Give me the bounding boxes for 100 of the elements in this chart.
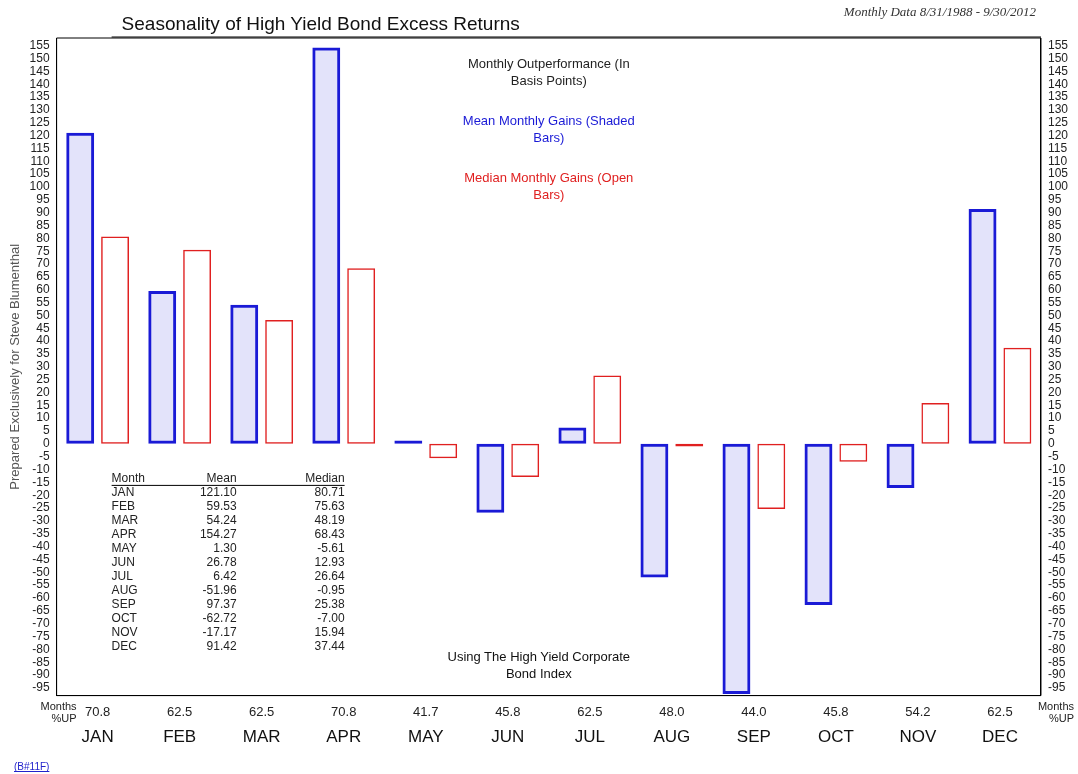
text: (B#11F) bbox=[14, 761, 50, 772]
category-label: SEP bbox=[111, 597, 136, 612]
y2-tick-label: 120 bbox=[1047, 127, 1069, 142]
x-tick-label: OCT bbox=[817, 727, 854, 747]
y2-tick-label: 105 bbox=[1047, 166, 1069, 181]
y2-tick-label: 110 bbox=[1047, 153, 1068, 168]
y2-tick-label: 135 bbox=[1047, 89, 1069, 104]
y2-tick-label: 85 bbox=[1047, 217, 1062, 232]
y-tick-label: 85 bbox=[36, 217, 50, 232]
y-tick-label: 105 bbox=[29, 166, 50, 181]
y2-tick-label: -40 bbox=[1047, 538, 1066, 553]
y2-tick-label: 45 bbox=[1047, 320, 1062, 335]
y2-tick-label: -5 bbox=[1047, 449, 1059, 464]
annotation: 37.44 bbox=[314, 639, 345, 654]
x-tick-label: DEC bbox=[982, 727, 1018, 747]
text: Months %UP bbox=[40, 699, 78, 724]
category-label: APR bbox=[111, 527, 137, 542]
y-tick-label: -65 bbox=[32, 603, 50, 618]
y-tick-label: 155 bbox=[29, 38, 50, 53]
y2-tick-label: -75 bbox=[1047, 628, 1066, 643]
y2-tick-label: 55 bbox=[1047, 294, 1062, 309]
annotation: 26.64 bbox=[314, 569, 345, 584]
annotation: -7.00 bbox=[317, 611, 345, 626]
y2-tick-label: 5 bbox=[1047, 423, 1055, 438]
category-label: NOV bbox=[111, 625, 138, 640]
y-tick-label: 145 bbox=[29, 63, 50, 78]
y-tick-label: -15 bbox=[32, 474, 50, 489]
y-axis-title: Prepared Exclusively for Steve Blumenthal bbox=[7, 243, 23, 490]
x-tick-label: JUL bbox=[574, 727, 605, 747]
y2-tick-label: 25 bbox=[1047, 371, 1062, 386]
y-tick-label: 150 bbox=[29, 50, 50, 65]
y2-tick-label: 125 bbox=[1047, 115, 1069, 130]
y2-tick-label: -15 bbox=[1047, 474, 1066, 489]
y-tick-label: 80 bbox=[36, 230, 50, 245]
y-tick-label: -85 bbox=[32, 654, 50, 669]
annotation: 91.42 bbox=[206, 639, 237, 654]
text: Median Monthly Gains (Open Bars) bbox=[464, 170, 634, 202]
y2-tick-label: 35 bbox=[1047, 346, 1062, 361]
y2-tick-label: -65 bbox=[1047, 603, 1066, 618]
y2-tick-label: -80 bbox=[1047, 641, 1066, 656]
annotation: Median bbox=[305, 471, 345, 486]
annotation: Month bbox=[111, 471, 145, 486]
y2-tick-label: 145 bbox=[1047, 63, 1069, 78]
y-tick-label: 45 bbox=[36, 320, 50, 335]
annotation: 75.63 bbox=[314, 499, 345, 514]
y-tick-label: 100 bbox=[29, 179, 50, 194]
x-tick-label: NOV bbox=[899, 727, 938, 747]
y-tick-label: -45 bbox=[32, 551, 50, 566]
text: 70.8 bbox=[331, 703, 357, 719]
text: 45.8 bbox=[823, 703, 849, 719]
annotation: 25.38 bbox=[314, 597, 345, 612]
y2-tick-label: -55 bbox=[1047, 577, 1066, 592]
y-tick-label: -50 bbox=[32, 564, 50, 579]
y2-tick-label: 95 bbox=[1047, 192, 1062, 207]
text: 45.8 bbox=[495, 703, 521, 719]
text: 44.0 bbox=[741, 703, 767, 719]
annotation: 97.37 bbox=[206, 597, 237, 612]
y2-tick-label: 150 bbox=[1047, 50, 1069, 65]
category-label: JAN bbox=[111, 485, 135, 500]
y2-tick-label: -95 bbox=[1047, 680, 1066, 695]
annotation: 12.93 bbox=[314, 555, 345, 570]
annotation: -17.17 bbox=[202, 625, 237, 640]
y-tick-label: 50 bbox=[36, 307, 50, 322]
y2-tick-label: -50 bbox=[1047, 564, 1066, 579]
category-label: AUG bbox=[111, 583, 138, 598]
y2-tick-label: 0 bbox=[1047, 436, 1055, 451]
y-tick-label: 40 bbox=[36, 333, 50, 348]
annotation: 154.27 bbox=[199, 527, 237, 542]
text: Monthly Data 8/31/1988 - 9/30/2012 bbox=[842, 4, 1037, 19]
annotation: Using The High Yield Corporate Bond Index bbox=[447, 648, 631, 681]
y-tick-label: 70 bbox=[36, 256, 50, 271]
category-label: MAY bbox=[111, 541, 137, 556]
text: 48.0 bbox=[659, 703, 685, 719]
y-tick-label: 10 bbox=[36, 410, 50, 425]
annotation: -5.61 bbox=[317, 541, 345, 556]
annotation: 54.24 bbox=[206, 513, 237, 528]
y2-tick-label: 15 bbox=[1047, 397, 1062, 412]
y-tick-label: -60 bbox=[32, 590, 50, 605]
category-label: JUL bbox=[111, 569, 133, 584]
y-tick-label: 130 bbox=[29, 102, 50, 117]
y-tick-label: 120 bbox=[29, 127, 50, 142]
y2-tick-label: 130 bbox=[1047, 102, 1069, 117]
chart-title: Seasonality of High Yield Bond Excess Returns bbox=[121, 13, 520, 34]
text: Mean Monthly Gains (Shaded Bars) bbox=[462, 113, 635, 145]
annotation: 80.71 bbox=[314, 485, 345, 500]
x-tick-label: MAY bbox=[407, 727, 444, 747]
y-tick-label: -10 bbox=[32, 461, 50, 476]
category-label: FEB bbox=[111, 499, 135, 514]
text: 41.7 bbox=[413, 703, 439, 719]
y-tick-label: -5 bbox=[38, 449, 50, 464]
y-tick-label: -40 bbox=[32, 538, 50, 553]
y-tick-label: 135 bbox=[29, 89, 50, 104]
y-tick-label: -25 bbox=[32, 500, 50, 515]
x-tick-label: MAR bbox=[242, 727, 281, 747]
y-tick-label: 15 bbox=[36, 397, 50, 412]
y-tick-label: 35 bbox=[36, 346, 50, 361]
y2-tick-label: 30 bbox=[1047, 359, 1062, 374]
y-tick-label: -70 bbox=[32, 615, 50, 630]
y2-tick-label: 40 bbox=[1047, 333, 1062, 348]
text: 70.8 bbox=[84, 703, 111, 719]
